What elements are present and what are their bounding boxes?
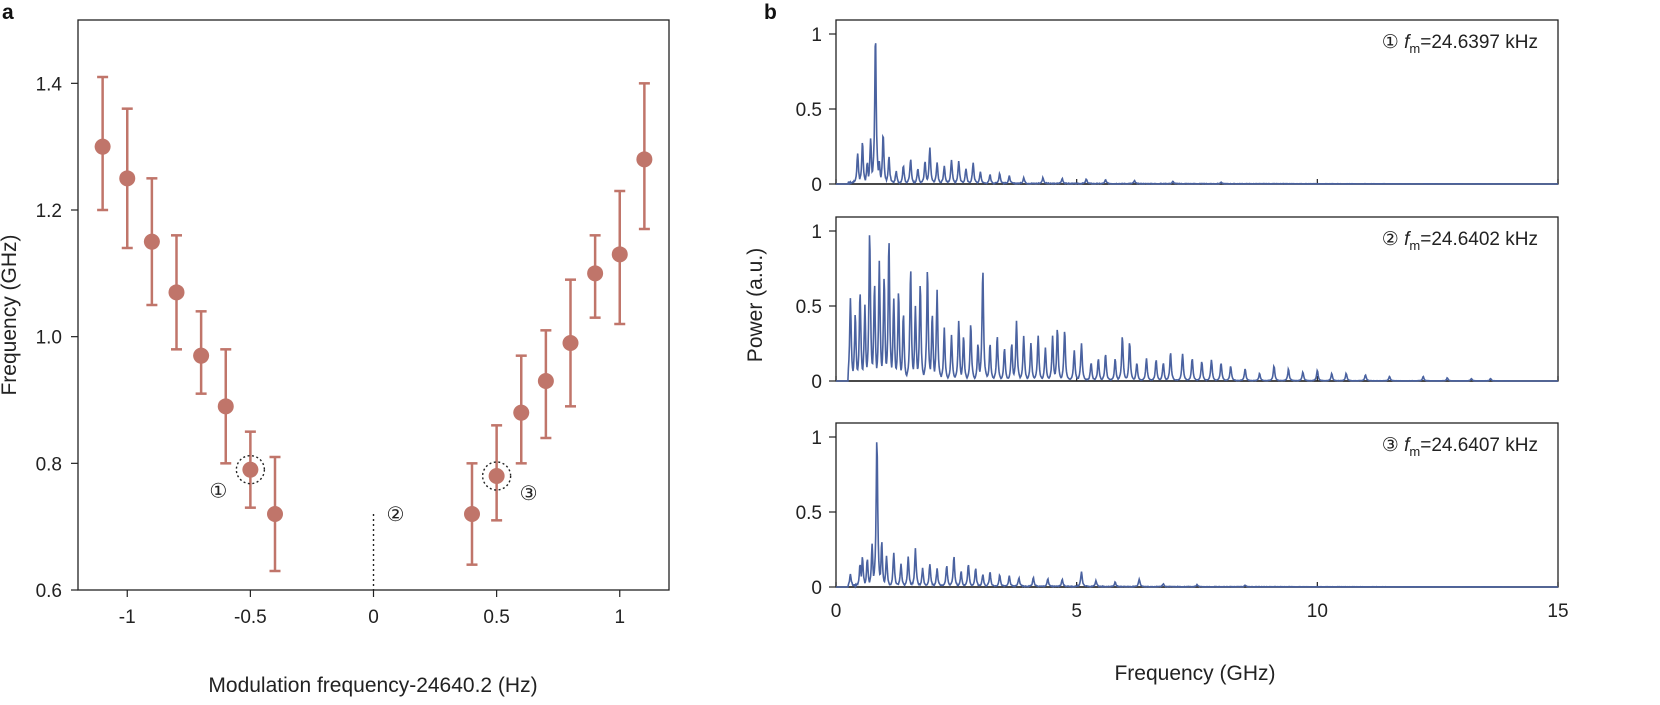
- panel-b-x-axis-label: Frequency (GHz): [1114, 662, 1275, 685]
- subplot-label-symbol: f: [1404, 229, 1411, 250]
- y-tick-label: 0: [811, 578, 822, 599]
- subplot-label-subscript: m: [1409, 41, 1420, 56]
- data-point: [488, 468, 505, 484]
- subplot-marker: ②: [1382, 229, 1404, 250]
- annotation-marker: ②: [387, 504, 405, 526]
- y-tick-label: 0.6: [36, 581, 62, 602]
- x-tick-label: -0.5: [234, 607, 267, 628]
- data-point: [143, 233, 160, 250]
- x-tick-label: 0: [368, 607, 379, 628]
- panel-a-x-axis-label: Modulation frequency-24640.2 (Hz): [208, 674, 537, 697]
- subplot-label-value: =24.6407 kHz: [1420, 435, 1538, 456]
- y-tick-label: 0: [811, 175, 822, 196]
- subplot-3: 0 0.5 1 ③ fm=24.6407 kHz: [796, 422, 1559, 599]
- data-point: [636, 151, 653, 168]
- subplot-label-symbol: f: [1404, 32, 1411, 53]
- subplot-marker: ①: [1382, 32, 1404, 53]
- panel-a-axes-frame: [77, 19, 670, 591]
- dotted-circle-highlight: [235, 454, 266, 485]
- data-point: [242, 461, 259, 478]
- data-point: [464, 506, 480, 522]
- x-tick-label: 0.5: [483, 607, 509, 628]
- panel-b-y-axis-label: Power (a.u.): [744, 248, 767, 362]
- x-tick-label: 10: [1307, 601, 1328, 622]
- dotted-circle-highlight: [481, 461, 512, 491]
- panel-a-ticks: -1 -0.5 0 0.5 1 0.6 0.8 1.0 1.2 1.4: [36, 74, 625, 628]
- y-tick-label: 1.4: [36, 74, 63, 95]
- x-tick-label: 0: [831, 601, 842, 622]
- spectrum-line: [836, 235, 1558, 382]
- subplot-marker: ③: [1382, 435, 1404, 456]
- spectrum-line: [836, 43, 1558, 186]
- data-point: [267, 506, 283, 522]
- spectrum-line: [836, 442, 1558, 589]
- subplot-2: 0 0.5 1 ② fm=24.6402 kHz: [796, 216, 1559, 393]
- panel-a-y-axis-label: Frequency (GHz): [0, 234, 21, 395]
- y-tick-label: 0.5: [796, 503, 822, 524]
- data-point: [168, 284, 185, 301]
- y-tick-label: 1: [811, 222, 822, 243]
- panel-a-annotations: ① ② ③: [209, 454, 538, 590]
- subplot-label: ② fm=24.6402 kHz: [1382, 229, 1538, 253]
- x-tick-label: 15: [1547, 601, 1568, 622]
- y-tick-label: 0.5: [796, 100, 822, 121]
- subplot-label-value: =24.6402 kHz: [1420, 229, 1538, 250]
- y-tick-label: 1: [811, 25, 822, 46]
- subplot-label: ① fm=24.6397 kHz: [1382, 32, 1538, 56]
- subplot-label-symbol: f: [1404, 435, 1411, 456]
- data-point: [611, 246, 628, 263]
- panel-a: a -1 -0.5 0 0.5 1 0.6 0.8 1.0 1.2 1.4 ① ② ③ Modulat…: [0, 1, 670, 697]
- data-point: [119, 170, 136, 187]
- panel-b-label: b: [764, 1, 777, 24]
- x-tick-label: -1: [119, 607, 136, 628]
- annotation-marker: ①: [209, 481, 227, 503]
- y-tick-label: 1.2: [36, 201, 62, 222]
- data-point: [217, 398, 234, 415]
- data-point: [537, 373, 554, 389]
- panel-a-label: a: [2, 1, 14, 24]
- subplot-label: ③ fm=24.6407 kHz: [1382, 435, 1538, 459]
- data-point: [193, 347, 210, 364]
- subplot-1: 0 0.5 1 ① fm=24.6397 kHz: [796, 19, 1559, 196]
- y-tick-label: 0.5: [796, 297, 822, 318]
- data-point: [94, 138, 111, 155]
- subplot-label-value: =24.6397 kHz: [1420, 32, 1538, 53]
- annotation-marker: ③: [520, 483, 538, 505]
- y-tick-label: 1.0: [36, 328, 62, 349]
- data-point: [562, 335, 579, 351]
- y-tick-label: 0: [811, 372, 822, 393]
- subplot-label-subscript: m: [1409, 444, 1420, 459]
- data-point: [513, 404, 530, 421]
- y-tick-label: 0.8: [36, 454, 62, 475]
- data-point: [587, 265, 604, 282]
- x-tick-label: 1: [614, 607, 625, 628]
- panel-a-marks: [94, 75, 653, 573]
- subplot-label-subscript: m: [1409, 238, 1420, 253]
- x-tick-label: 5: [1071, 601, 1082, 622]
- y-tick-label: 1: [811, 428, 822, 449]
